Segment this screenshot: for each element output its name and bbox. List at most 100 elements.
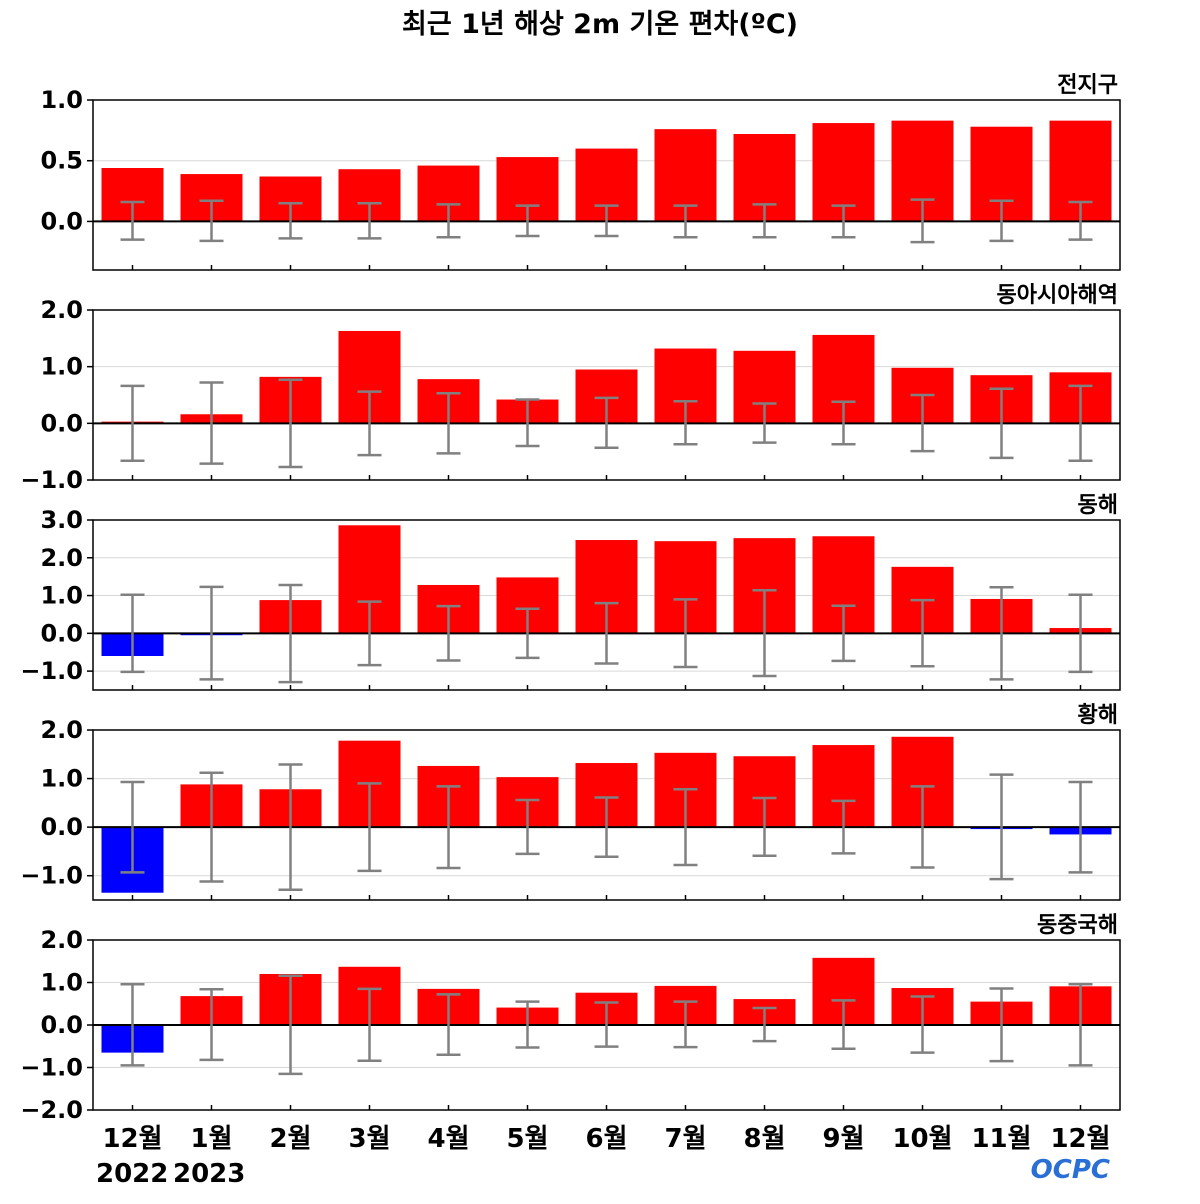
error-bar <box>594 601 619 665</box>
error-bar <box>831 604 856 663</box>
error-bar <box>594 796 619 859</box>
error-bar <box>989 199 1014 243</box>
error-bar <box>752 589 777 678</box>
panel-title: 동중국해 <box>1037 913 1118 938</box>
error-bar <box>673 598 698 669</box>
ocpc-logo: OCPC <box>1031 1155 1110 1185</box>
y-tick-label: 1.0 <box>40 353 83 381</box>
y-tick-label: 0.0 <box>40 409 83 437</box>
panel-4: 2.0 1.0 0.0 −1.0 황해 <box>20 703 1121 901</box>
y-tick-label: 3.0 <box>40 506 83 534</box>
error-bar <box>831 204 856 239</box>
panel-title: 황해 <box>1078 703 1118 728</box>
error-bar <box>120 200 145 241</box>
error-bar <box>673 788 698 867</box>
error-bar <box>357 390 382 457</box>
panel-2: 2.0 1.0 0.0 −1.0 동아시아해역 <box>20 283 1121 494</box>
y-tick-label: 1.0 <box>40 969 83 997</box>
y-tick-label: 2.0 <box>40 544 83 572</box>
error-bar <box>120 780 145 874</box>
error-bar <box>278 763 303 892</box>
error-bar <box>910 785 935 869</box>
y-tick-label: 1.0 <box>40 765 83 793</box>
x-tick-label: 11월 <box>971 1124 1031 1154</box>
y-tick-label: 1.0 <box>40 582 83 610</box>
error-bar <box>831 400 856 446</box>
error-bar <box>594 204 619 238</box>
year-label: 2022 <box>96 1159 168 1189</box>
error-bar <box>594 1001 619 1048</box>
error-bar <box>436 392 461 455</box>
error-bar <box>120 384 145 462</box>
error-bar <box>436 604 461 662</box>
error-bar <box>278 201 303 240</box>
y-tick-label: 0.0 <box>40 1011 83 1039</box>
y-tick-label: 0.0 <box>40 813 83 841</box>
error-bar <box>199 199 224 243</box>
error-bar <box>278 974 303 1076</box>
error-bar <box>357 600 382 667</box>
error-bar <box>515 204 540 238</box>
y-tick-label: −2.0 <box>20 1096 83 1124</box>
error-bar <box>752 796 777 858</box>
error-bar <box>831 799 856 855</box>
error-bar <box>357 782 382 873</box>
panel-3: 3.0 2.0 1.0 0.0 −1.0 동해 <box>20 493 1121 691</box>
error-bar <box>515 398 540 448</box>
x-tick-label: 9월 <box>822 1124 864 1154</box>
error-bar <box>594 396 619 449</box>
y-tick-label: −1.0 <box>20 466 83 494</box>
y-tick-label: 1.0 <box>40 86 83 114</box>
panel-5: 2.0 1.0 0.0 −1.0 −2.0 동중국해 <box>20 913 1121 1124</box>
x-tick-label: 2월 <box>269 1124 311 1154</box>
x-tick-label: 8월 <box>743 1124 785 1154</box>
error-bar <box>515 798 540 856</box>
error-bar <box>436 203 461 239</box>
error-bar <box>1068 384 1093 462</box>
panel-title: 동해 <box>1078 493 1118 518</box>
error-bar <box>278 378 303 469</box>
error-bar <box>989 773 1014 881</box>
y-tick-label: 2.0 <box>40 296 83 324</box>
error-bar <box>278 583 303 684</box>
y-tick-label: 0.0 <box>40 619 83 647</box>
panel-title: 동아시아해역 <box>997 283 1118 308</box>
error-bar <box>1068 200 1093 241</box>
chart-title: 최근 1년 해상 2m 기온 편차(ºC) <box>402 9 798 40</box>
error-bar <box>199 771 224 883</box>
error-bar <box>436 785 461 870</box>
y-tick-label: 0.0 <box>40 207 83 235</box>
error-bar <box>989 987 1014 1063</box>
error-bar <box>515 1000 540 1049</box>
x-tick-label: 7월 <box>664 1124 706 1154</box>
y-tick-label: 0.5 <box>40 147 83 175</box>
year-label: 2023 <box>173 1159 245 1189</box>
error-bar <box>831 999 856 1051</box>
y-tick-label: 2.0 <box>40 926 83 954</box>
y-tick-label: −1.0 <box>20 657 83 685</box>
error-bar <box>357 201 382 240</box>
error-bar <box>120 982 145 1067</box>
error-bar <box>1068 780 1093 874</box>
y-tick-label: −1.0 <box>20 1054 83 1082</box>
error-bar <box>752 1006 777 1043</box>
error-bar <box>752 402 777 444</box>
error-bar <box>357 987 382 1062</box>
error-bar <box>910 393 935 453</box>
y-tick-label: 2.0 <box>40 716 83 744</box>
error-bar <box>199 988 224 1062</box>
error-bar <box>515 607 540 660</box>
error-bar <box>673 1000 698 1049</box>
error-bar <box>1068 982 1093 1067</box>
x-tick-label: 4월 <box>427 1124 469 1154</box>
error-bar <box>673 204 698 239</box>
error-bar <box>120 593 145 674</box>
panel-1: 1.0 0.5 0.0 전지구 <box>40 73 1121 271</box>
x-tick-label: 10월 <box>892 1124 952 1154</box>
error-bar <box>436 993 461 1056</box>
panel-title: 전지구 <box>1057 73 1118 98</box>
error-bar <box>989 585 1014 681</box>
x-tick-label: 12월 <box>102 1124 162 1154</box>
